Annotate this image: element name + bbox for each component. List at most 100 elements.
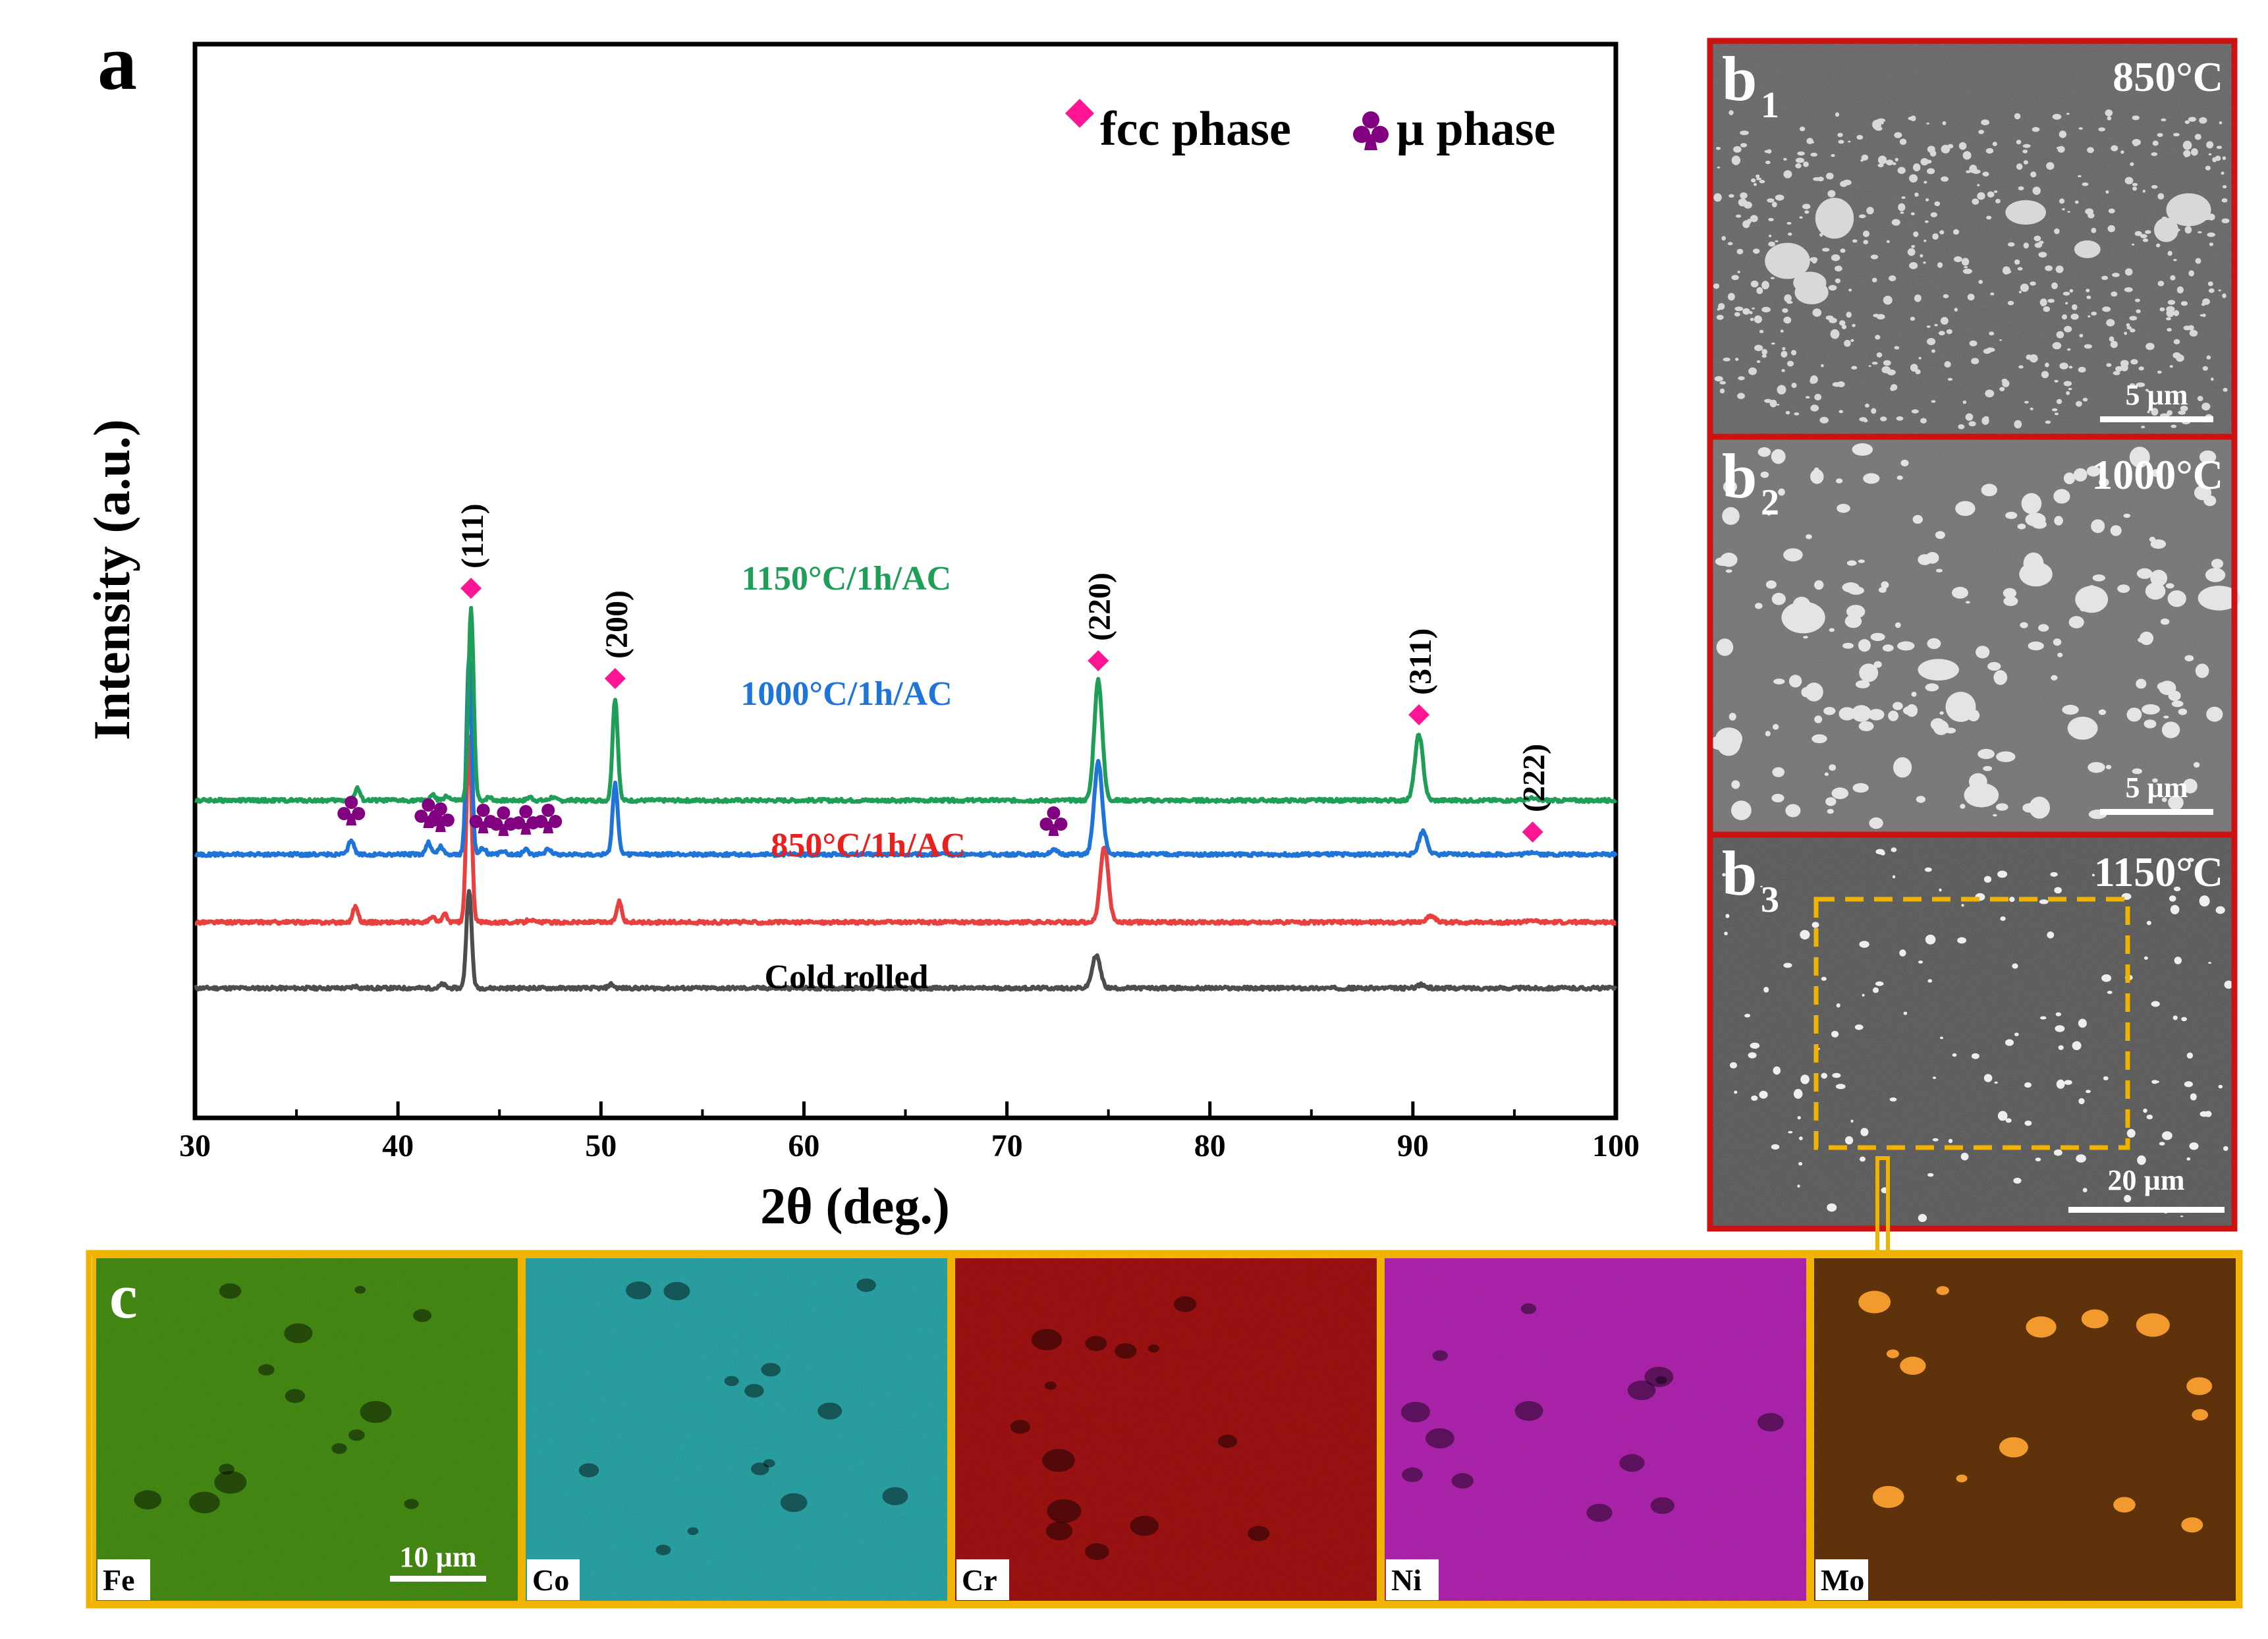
precipitate-particle <box>1727 292 1735 301</box>
precipitate-particle <box>1897 641 1915 651</box>
panel-b: b 1 850°C 5 µm b 2 1000°C 5 µm b 3 1150°… <box>1707 38 2240 1312</box>
precipitate-particle <box>1713 283 1720 289</box>
precipitate-particle <box>1906 704 1918 717</box>
precipitate-particle <box>1798 1162 1803 1166</box>
precipitate-particle <box>1722 507 1740 525</box>
precipitate-particle <box>1731 800 1752 820</box>
precipitate-particle <box>2151 1080 2158 1084</box>
eds-spot <box>219 1283 242 1299</box>
precipitate-particle <box>1861 154 1869 161</box>
precipitate-particle <box>1771 1144 1780 1150</box>
precipitate-particle <box>2157 682 2169 691</box>
precipitate-particle <box>1827 190 1836 198</box>
precipitate-particle <box>1822 248 1830 252</box>
x-tick-label: 90 <box>1397 1128 1429 1163</box>
hkl-label: (222) <box>1517 744 1552 812</box>
x-tick-label: 40 <box>382 1128 414 1163</box>
precipitate-particle <box>2020 283 2029 292</box>
precipitate-particle <box>1827 808 1834 814</box>
precipitate-particle <box>1859 941 1869 948</box>
precipitate-particle <box>1749 311 1753 314</box>
precipitate-particle <box>1731 275 1739 281</box>
precipitate-particle <box>1875 848 1885 854</box>
precipitate-particle <box>1782 347 1786 350</box>
eds-spot <box>1451 1473 1474 1489</box>
precipitate-particle <box>1795 157 1805 163</box>
precipitate-particle <box>2111 291 2118 297</box>
precipitate-particle <box>2136 382 2145 387</box>
precipitate-particle <box>2091 874 2095 877</box>
precipitate-particle <box>2068 387 2072 391</box>
precipitate-particle <box>1744 1013 1751 1018</box>
mu-club-icon <box>337 796 366 825</box>
precipitate-particle <box>1947 144 1954 149</box>
eds-spot <box>1042 1449 1075 1472</box>
precipitate-particle <box>1938 331 1945 336</box>
precipitate-particle <box>1737 271 1740 273</box>
precipitate-particle <box>2140 631 2154 646</box>
precipitate-particle <box>1775 240 1779 242</box>
eds-map-co: Co <box>522 1254 951 1605</box>
precipitate-particle <box>2129 383 2136 387</box>
precipitate-particle <box>1839 707 1856 721</box>
precipitate-particle <box>1750 280 1759 288</box>
precipitate-particle <box>2184 1081 2193 1088</box>
precipitate-particle <box>1781 601 1825 634</box>
precipitate-particle <box>2173 339 2180 345</box>
precipitate-particle <box>1829 318 1837 323</box>
precipitate-particle <box>2062 208 2065 211</box>
precipitate-particle <box>2222 156 2227 160</box>
eds-spot <box>1148 1344 1160 1352</box>
precipitate-particle <box>1891 219 1900 226</box>
precipitate-particle <box>1911 692 1917 697</box>
eds-spot <box>882 1487 908 1505</box>
precipitate-particle <box>1755 603 1763 609</box>
precipitate-particle <box>2202 298 2211 305</box>
precipitate-particle <box>1985 389 1995 398</box>
precipitate-particle <box>2162 1131 2172 1140</box>
precipitate-particle <box>2038 624 2049 632</box>
precipitate-particle <box>1759 329 1764 333</box>
precipitate-particle <box>1858 639 1871 652</box>
precipitate-particle <box>1994 1081 1998 1084</box>
precipitate-particle <box>1889 275 1896 281</box>
precipitate-particle <box>1742 308 1750 315</box>
precipitate-particle <box>2150 539 2167 549</box>
precipitate-particle <box>1756 360 1761 363</box>
precipitate-particle <box>2092 574 2105 582</box>
x-axis-ticks: 30 40 50 60 70 80 90 100 <box>179 1101 1640 1163</box>
series-label-1150: 1150°C/1h/AC <box>742 560 951 597</box>
precipitate-particle <box>2014 259 2020 265</box>
trace-labels: Cold rolled 850°C/1h/AC 1000°C/1h/AC 115… <box>740 560 965 996</box>
precipitate-particle <box>2111 145 2118 152</box>
precipitate-particle <box>1773 679 1785 684</box>
precipitate-particle <box>1893 162 1896 165</box>
precipitate-particle <box>1927 979 1933 983</box>
precipitate-particle <box>2198 231 2202 234</box>
precipitate-particle <box>2003 588 2016 599</box>
precipitate-particle <box>1926 123 1930 125</box>
fcc-diamond-icon <box>604 668 626 689</box>
precipitate-particle <box>1896 475 1903 480</box>
precipitate-particle <box>2167 327 2172 332</box>
eds-spot <box>626 1281 651 1300</box>
precipitate-particle <box>2219 121 2223 125</box>
legend-fcc-label: fcc phase <box>1100 102 1291 156</box>
sem-b1-temperature: 850°C <box>2113 53 2223 100</box>
precipitate-particle <box>2076 401 2082 407</box>
precipitate-particle <box>2067 348 2071 351</box>
precipitate-particle <box>1965 601 1970 604</box>
precipitate-particle <box>1781 369 1785 372</box>
eds-spot <box>1872 1486 1904 1508</box>
eds-element-label: Ni <box>1391 1563 1422 1597</box>
precipitate-particle <box>1794 280 1829 304</box>
precipitate-particle <box>1831 153 1835 157</box>
precipitate-particle <box>2091 519 2105 534</box>
precipitate-particle <box>2059 130 2067 138</box>
precipitate-particle <box>1871 362 1878 365</box>
precipitate-particle <box>1837 132 1843 137</box>
precipitate-particle <box>1969 340 1978 347</box>
precipitate-particle <box>1805 396 1810 399</box>
series-line-2 <box>194 655 1618 858</box>
precipitate-particle <box>2159 1142 2165 1146</box>
